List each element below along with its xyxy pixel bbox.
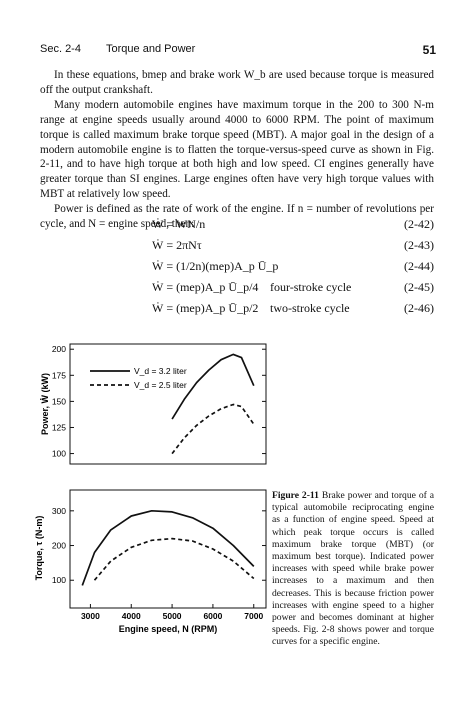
torque-axis-label: Torque, τ (N-m)	[34, 516, 44, 581]
x-tick-label: 4000	[122, 611, 141, 621]
equation-number: (2-44)	[404, 259, 434, 273]
series-line-dashed	[171, 403, 255, 455]
equation-2-43: Ẇ = 2πNτ (2-43)	[152, 235, 434, 256]
legend-entry: V_d = 2.5 liter	[134, 380, 187, 390]
series-line-solid	[81, 509, 255, 586]
power-plot: 100 125 150 175 200 V_d = 3.2 liter V_d = 2.5 …	[52, 344, 266, 459]
section-number: Sec. 2-4	[40, 43, 81, 55]
x-tick-label: 7000	[244, 611, 263, 621]
y-tick-label: 150	[52, 396, 66, 406]
speed-axis-label: Engine speed, N (RPM)	[119, 624, 218, 634]
power-axis-label: Power, Ẇ (kW)	[40, 373, 50, 435]
y-tick-label: 175	[52, 370, 66, 380]
power-plot-frame	[69, 343, 267, 465]
equation-description: four-stroke cycle	[270, 280, 352, 294]
equation-formula: Ẇ = 2πNτ	[152, 238, 202, 252]
equation-2-42: Ẇ = WN/n (2-42)	[152, 214, 434, 235]
running-header: Sec. 2-4 Torque and Power	[40, 43, 195, 55]
paragraph-1: In these equations, bmep and brake work …	[40, 69, 434, 96]
series-line-solid	[171, 353, 255, 420]
y-tick-label: 300	[52, 506, 66, 516]
equation-number: (2-46)	[404, 301, 434, 315]
y-tick-label: 100	[52, 449, 66, 459]
page-number: 51	[422, 43, 436, 57]
equation-number: (2-43)	[404, 238, 434, 252]
equation-formula: Ẇ = (1/2n)(mep)A_p Ū_p	[152, 259, 279, 273]
equation-formula: Ẇ = (mep)A_p Ū_p/4	[152, 280, 259, 294]
equation-number: (2-45)	[404, 280, 434, 294]
equation-formula: Ẇ = WN/n	[152, 217, 206, 231]
paragraph-3: Power is defined as the rate of work of …	[40, 203, 434, 231]
equation-block: Ẇ = WN/n (2-42) Ẇ = 2πNτ (2-43) Ẇ = (1/2…	[152, 214, 434, 319]
equation-formula: Ẇ = (mep)A_p Ū_p/2	[152, 301, 259, 315]
section-topic: Torque and Power	[106, 43, 196, 55]
torque-plot-frame	[69, 489, 267, 609]
equation-2-45: Ẇ = (mep)A_p Ū_p/4 four-stroke cycle (2-…	[152, 277, 434, 298]
caption-text: Brake power and torque of a typical auto…	[272, 490, 434, 648]
torque-plot: 100 200 300 3000 4000 5000 6000 7000	[52, 506, 266, 621]
y-tick-label: 100	[52, 575, 66, 585]
y-tick-label: 200	[52, 344, 66, 354]
x-tick-label: 3000	[81, 611, 100, 621]
equation-2-44: Ẇ = (1/2n)(mep)A_p Ū_p (2-44)	[152, 256, 434, 277]
equation-description: two-stroke cycle	[270, 301, 350, 315]
figure-caption: Figure 2-11 Brake power and torque of a …	[272, 490, 434, 649]
paragraph-2: Many modern automobile engines have maxi…	[40, 98, 434, 201]
x-tick-label: 6000	[203, 611, 222, 621]
series-line-dashed	[93, 537, 255, 581]
equation-2-46: Ẇ = (mep)A_p Ū_p/2 two-stroke cycle (2-4…	[152, 298, 434, 319]
y-tick-label: 200	[52, 541, 66, 551]
equation-number: (2-42)	[404, 217, 434, 231]
legend-entry: V_d = 3.2 liter	[134, 366, 187, 376]
body-text: In these equations, bmep and brake work …	[40, 68, 434, 232]
y-tick-label: 125	[52, 422, 66, 432]
x-tick-label: 5000	[163, 611, 182, 621]
caption-label: Figure 2-11	[272, 490, 319, 501]
